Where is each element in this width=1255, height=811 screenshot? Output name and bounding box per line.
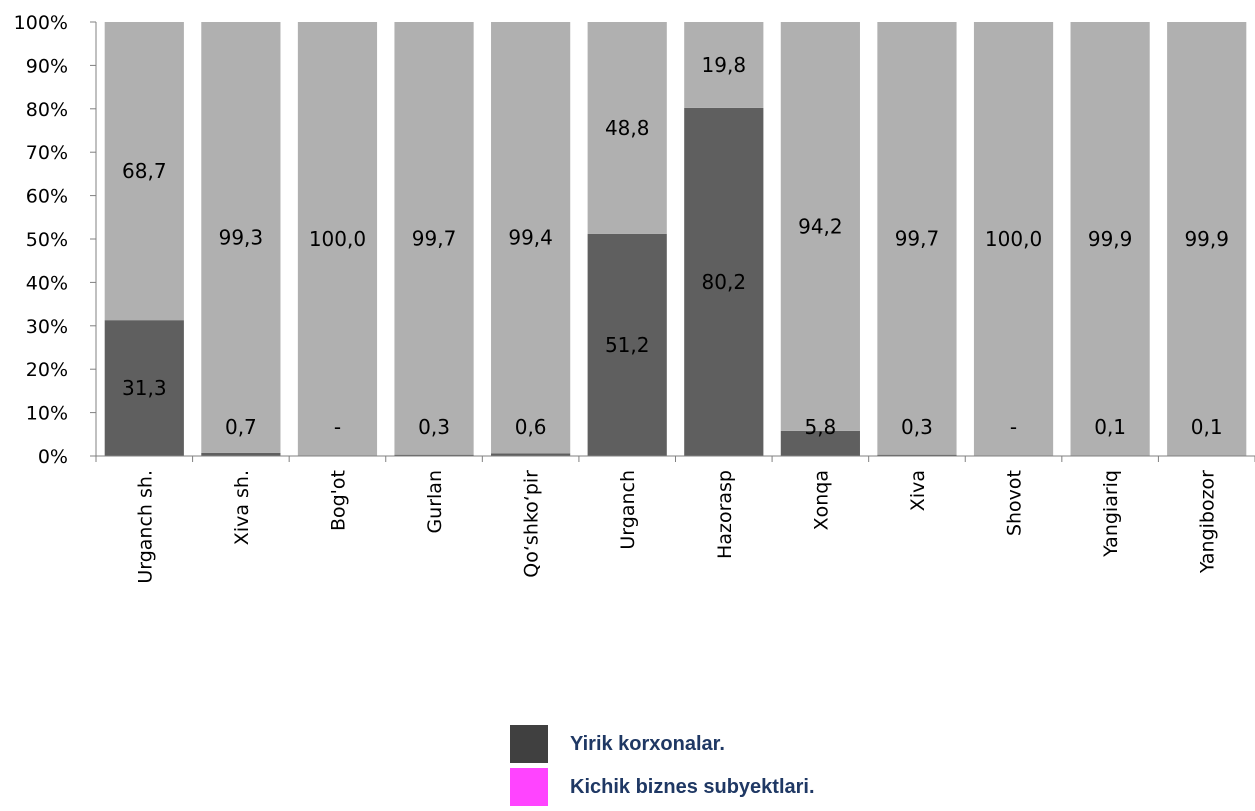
y-tick-label: 30% (26, 316, 68, 338)
x-tick-label: Yangibozor (1197, 470, 1219, 574)
x-tick-label: Hazorasp (714, 470, 736, 559)
y-tick-label: 50% (26, 229, 68, 251)
y-tick-label: 40% (26, 272, 68, 294)
data-label-small: 68,7 (122, 159, 167, 183)
legend-label-small: Kichik biznes subyektlari. (570, 776, 815, 799)
legend: Yirik korxonalar. Kichik biznes subyektl… (510, 725, 815, 811)
data-label-large: - (334, 415, 341, 439)
y-axis-ticks: 0% 10% 20% 30% 40% 50% 60% 70% 80% 90% 100% (14, 12, 96, 468)
legend-swatch-small (510, 768, 548, 806)
y-tick-label: 70% (26, 142, 68, 164)
x-axis-ticks: Urganch sh. Xiva sh. Bog'ot Gurlan Qo‘shko‘p… (96, 456, 1255, 584)
y-tick-label: 100% (14, 12, 68, 34)
y-tick-label: 20% (26, 359, 68, 381)
data-label-large: 0,3 (418, 415, 450, 439)
x-tick-label: Yangiariq (1100, 470, 1122, 558)
data-label-large: 0,7 (225, 415, 257, 439)
x-tick-label: Gurlan (424, 470, 446, 534)
data-label-large: - (1010, 415, 1017, 439)
data-label-small: 99,7 (895, 226, 940, 250)
y-tick-label: 0% (38, 446, 68, 468)
y-tick-label: 10% (26, 403, 68, 425)
data-label-large: 0,1 (1094, 415, 1126, 439)
data-label-large: 5,8 (804, 415, 836, 439)
x-tick-label: Bog'ot (327, 470, 349, 531)
x-tick-label: Urganch (617, 470, 639, 550)
x-tick-label: Xiva (907, 470, 929, 511)
bars (105, 22, 1247, 456)
stacked-bar-chart: 0% 10% 20% 30% 40% 50% 60% 70% 80% 90% 100% 31,3 68… (0, 0, 1255, 700)
data-label-small: 94,2 (798, 214, 843, 238)
legend-label-large: Yirik korxonalar. (570, 733, 725, 756)
data-label-small: 99,4 (508, 226, 553, 250)
x-tick-label: Qo‘shko‘pir (521, 470, 543, 578)
data-label-large: 0,3 (901, 415, 933, 439)
data-labels: 31,3 68,7 0,7 99,3 - 100,0 0,3 99,7 0,6 99,4 51,2 4… (122, 53, 1229, 439)
x-tick-label: Urganch sh. (134, 470, 156, 584)
x-tick-label: Xonqa (810, 470, 832, 530)
data-label-small: 100,0 (309, 227, 366, 251)
data-label-small: 48,8 (605, 116, 650, 140)
data-label-large: 0,1 (1191, 415, 1223, 439)
legend-swatch-large (510, 725, 548, 763)
x-tick-label: Shovot (1004, 470, 1026, 536)
y-tick-label: 60% (26, 186, 68, 208)
data-label-large: 51,2 (605, 333, 650, 357)
data-label-small: 99,9 (1184, 227, 1229, 251)
data-label-small: 99,3 (219, 225, 264, 249)
data-label-large: 31,3 (122, 376, 167, 400)
legend-item-small: Kichik biznes subyektlari. (510, 768, 815, 806)
y-tick-label: 80% (26, 99, 68, 121)
data-label-small: 19,8 (702, 53, 747, 77)
data-label-small: 100,0 (985, 227, 1042, 251)
data-label-small: 99,7 (412, 226, 457, 250)
data-label-small: 99,9 (1088, 227, 1133, 251)
x-tick-label: Xiva sh. (231, 470, 253, 545)
y-tick-label: 90% (26, 55, 68, 77)
data-label-large: 0,6 (515, 415, 547, 439)
legend-item-large: Yirik korxonalar. (510, 725, 815, 763)
data-label-large: 80,2 (702, 270, 747, 294)
